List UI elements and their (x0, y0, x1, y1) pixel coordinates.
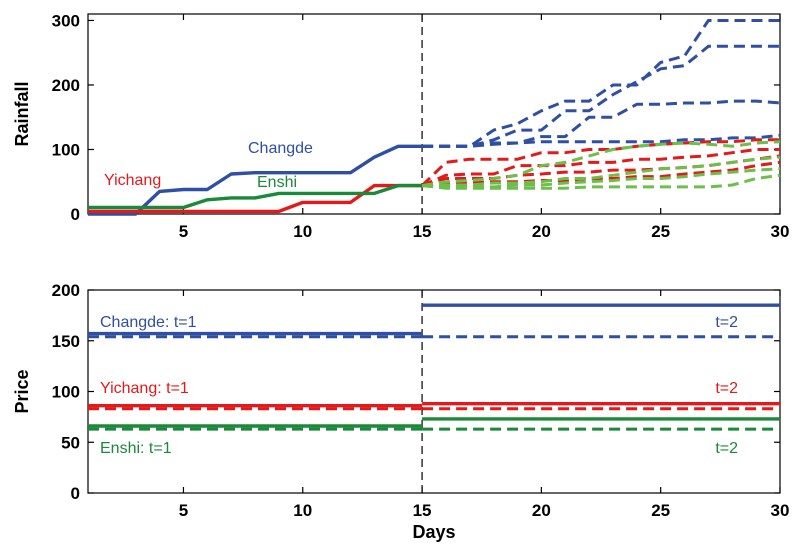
x-tick-label: 5 (179, 501, 188, 520)
y-tick-label: 100 (52, 140, 80, 159)
series-line-changde-dashed (422, 99, 781, 148)
x-tick-label: 10 (293, 501, 312, 520)
x-axis-label: Days (412, 522, 455, 542)
y-axis-label: Price (12, 369, 32, 413)
series-line-enshi-dashed (421, 173, 781, 190)
series-line-changde-dashed (422, 133, 781, 148)
series-line-yichang-dashed (421, 160, 781, 188)
plot-area (87, 13, 781, 215)
annotation-t-2: t=2 (715, 380, 738, 397)
y-tick-label: 300 (52, 11, 80, 30)
x-tick-label: 20 (532, 222, 551, 241)
y-tick-label: 150 (52, 332, 80, 351)
price-panel: 5 10 15 20 25 30 0 50 100 150 200 Price Days Changde:… (12, 281, 789, 542)
series-line-yichang-solid (88, 183, 423, 214)
annotation-enshi-t-1: Enshi: t=1 (100, 440, 172, 457)
x-tick-label: 25 (651, 501, 670, 520)
x-tick-label: 15 (413, 501, 432, 520)
annotation-t-2: t=2 (715, 440, 738, 457)
annotation-yichang: Yichang (104, 172, 161, 189)
x-tick-label: 30 (771, 501, 790, 520)
series-line-yichang-dashed (421, 148, 780, 187)
series-line-enshi-dashed (421, 140, 781, 188)
y-tick-label: 200 (52, 281, 80, 300)
x-tick-label: 5 (179, 222, 188, 241)
y-tick-label: 50 (61, 433, 80, 452)
series-line-enshi-solid (88, 183, 423, 210)
x-tick-label: 25 (651, 222, 670, 241)
series-line-changde-dashed (422, 44, 780, 148)
y-axis-label: Rainfall (12, 81, 32, 146)
x-tick-label: 20 (532, 501, 551, 520)
y-tick-label: 0 (71, 484, 80, 503)
series-line-enshi-dashed (422, 155, 781, 188)
x-tick-label: 30 (771, 222, 790, 241)
plot-area (87, 289, 781, 494)
y-tick-label: 0 (71, 205, 80, 224)
annotation-enshi: Enshi (257, 174, 297, 191)
series-line-changde-dashed (422, 19, 780, 148)
rainfall-panel: 5 10 15 20 25 300100200300RainfallChangdeYich… (12, 11, 789, 241)
y-tick-label: 100 (52, 383, 80, 402)
annotation-changde: Changde (248, 140, 313, 157)
annotation-changde-t-1: Changde: t=1 (100, 314, 197, 331)
series-line-yichang-dashed (421, 138, 780, 187)
annotation-t-2: t=2 (715, 314, 738, 331)
annotation-yichang-t-1: Yichang: t=1 (100, 380, 189, 397)
x-tick-label: 10 (293, 222, 312, 241)
x-tick-label: 15 (413, 222, 432, 241)
y-tick-label: 200 (52, 76, 80, 95)
